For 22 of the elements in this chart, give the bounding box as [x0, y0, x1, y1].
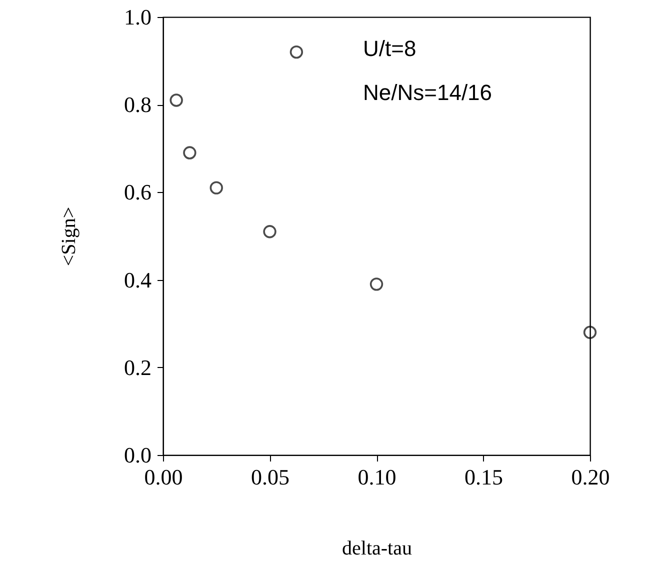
- y-tick-label: 0.6: [124, 180, 152, 205]
- x-tick-label: 0.20: [571, 464, 610, 490]
- y-tick-label: 0.8: [124, 92, 152, 118]
- x-tick-label: 0.05: [251, 464, 290, 490]
- x-tick-label: 0.15: [464, 464, 503, 490]
- point: [210, 181, 223, 194]
- x-tick-label: 0.00: [144, 464, 183, 490]
- annotation: Ne/Ns=14/16: [363, 80, 492, 105]
- annotation: U/t=8: [363, 36, 416, 61]
- point: [170, 94, 183, 107]
- y-tick-label: 0.2: [124, 354, 152, 380]
- point: [183, 146, 196, 160]
- point: [583, 326, 597, 339]
- x-tick-label: 0.10: [358, 464, 396, 490]
- y-axis-title: <Sign>: [58, 206, 80, 266]
- y-tick-label: 0.4: [124, 267, 152, 292]
- point: [370, 278, 384, 291]
- y-tick-label: 0.0: [124, 442, 152, 468]
- point: [263, 225, 276, 238]
- x-axis-title: delta-tau: [342, 538, 412, 560]
- point: [290, 45, 304, 59]
- y-tick-label: 1.0: [124, 4, 152, 30]
